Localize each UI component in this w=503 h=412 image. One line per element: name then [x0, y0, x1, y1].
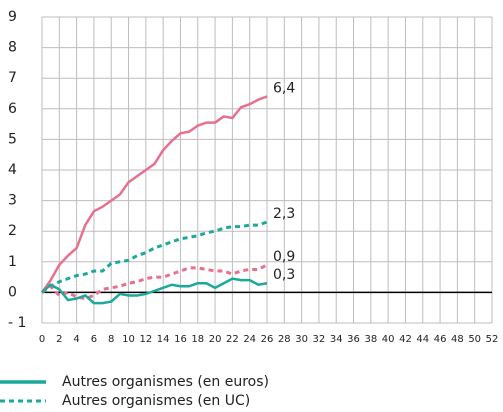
end-label: 6,4 [273, 81, 295, 97]
x-tick-label: 8 [108, 334, 114, 345]
x-tick-label: 12 [139, 334, 152, 345]
y-tick-label: 3 [8, 193, 17, 209]
x-tick-label: 16 [174, 334, 187, 345]
x-tick-label: 14 [157, 334, 170, 345]
x-tick-label: 38 [364, 334, 377, 345]
x-tick-label: 50 [468, 334, 481, 345]
series-line [41, 263, 268, 301]
x-tick-label: 6 [91, 334, 97, 345]
y-tick-label: 6 [8, 101, 17, 117]
end-label: 2,3 [273, 206, 295, 222]
y-tick-label: 0 [8, 284, 17, 300]
series-line [41, 220, 268, 294]
y-tick-label: 1 [8, 254, 17, 270]
x-tick-label: 24 [243, 334, 256, 345]
x-tick-label: 10 [122, 334, 135, 345]
x-tick-label: 44 [416, 334, 429, 345]
x-tick-label: 34 [330, 334, 343, 345]
y-tick-label: 7 [8, 70, 17, 86]
x-tick-label: 26 [261, 334, 274, 345]
x-tick-label: 2 [56, 334, 62, 345]
x-tick-label: 42 [399, 334, 412, 345]
y-tick-label: 2 [8, 223, 17, 239]
series-line [41, 277, 268, 305]
y-tick-label: 8 [8, 40, 17, 56]
x-tick-label: 4 [73, 334, 79, 345]
y-tick-label: 5 [8, 131, 17, 147]
x-tick-label: 40 [382, 334, 395, 345]
x-tick-label: 28 [278, 334, 291, 345]
x-tick-label: 48 [451, 334, 464, 345]
x-tick-label: 0 [39, 334, 45, 345]
x-tick-label: 52 [486, 334, 499, 345]
x-tick-label: 32 [313, 334, 326, 345]
end-label: 0,9 [273, 249, 295, 265]
y-tick-label: 4 [8, 162, 17, 178]
end-label: 0,3 [273, 267, 295, 283]
series-line [40, 95, 268, 294]
y-tick-label: 9 [8, 9, 17, 25]
x-tick-label: 20 [209, 334, 222, 345]
y-tick-label: - 1 [8, 315, 26, 331]
x-tick-label: 18 [191, 334, 204, 345]
x-tick-label: 36 [347, 334, 360, 345]
legend-label: Autres organismes (en UC) [62, 393, 250, 409]
x-tick-label: 22 [226, 334, 239, 345]
x-tick-label: 46 [434, 334, 447, 345]
x-tick-label: 30 [295, 334, 308, 345]
legend-label: Autres organismes (en euros) [62, 374, 269, 390]
